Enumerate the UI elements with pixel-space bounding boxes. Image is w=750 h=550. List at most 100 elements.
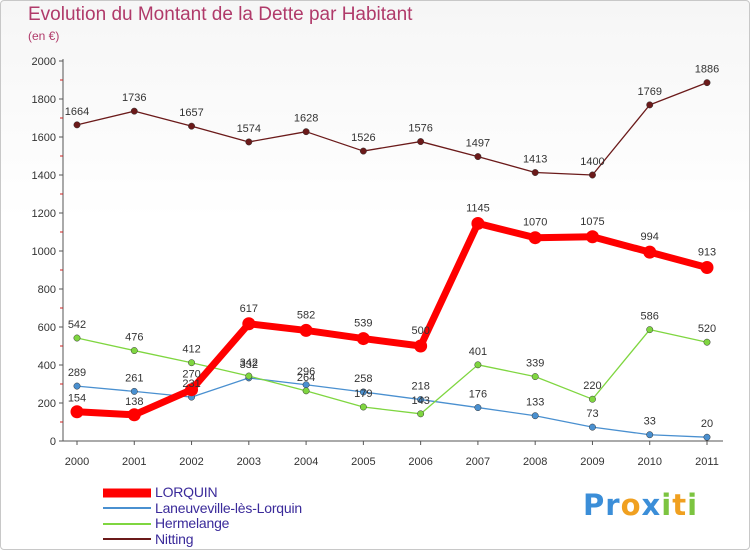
- data-label: 218: [411, 381, 429, 393]
- data-label: 500: [411, 325, 429, 337]
- data-label: 332: [240, 359, 258, 371]
- data-label: 342: [240, 357, 258, 369]
- data-point: [130, 347, 138, 355]
- data-point: [703, 338, 711, 346]
- x-tick-label: 2000: [65, 456, 89, 468]
- data-point: [531, 373, 539, 381]
- y-tick-label: 2000: [32, 56, 56, 68]
- data-point: [474, 361, 482, 369]
- y-tick-label: 1800: [32, 94, 56, 106]
- data-point: [188, 359, 195, 367]
- series-line-1: [76, 377, 708, 438]
- data-point: [646, 326, 654, 334]
- chart-subtitle: (en €): [28, 29, 60, 43]
- data-point: [474, 153, 482, 161]
- data-point: [703, 433, 711, 441]
- y-tick-label: 1200: [32, 208, 56, 220]
- y-tick-label: 1600: [32, 132, 56, 144]
- data-point: [528, 231, 542, 245]
- data-label: 220: [583, 380, 601, 392]
- data-point: [73, 334, 81, 342]
- y-tick-label: 400: [38, 360, 56, 372]
- legend-label-hermelange: Hermelange: [155, 515, 230, 531]
- y-tick-label: 200: [38, 398, 56, 410]
- data-label: 401: [469, 346, 487, 358]
- x-tick-label: 2011: [695, 456, 719, 468]
- data-point: [73, 121, 81, 129]
- data-label: 582: [297, 309, 315, 321]
- data-label: 476: [125, 332, 143, 344]
- data-point: [359, 147, 367, 155]
- data-label: 270: [182, 369, 200, 381]
- x-tick-label: 2001: [122, 456, 146, 468]
- logo-letter: r: [605, 488, 621, 522]
- data-label: 520: [698, 323, 716, 335]
- data-label: 539: [354, 318, 372, 330]
- data-label: 1400: [580, 156, 604, 168]
- data-label: 261: [125, 372, 143, 384]
- data-label: 176: [469, 389, 487, 401]
- data-point: [356, 332, 370, 346]
- chart-title: Evolution du Montant de la Dette par Hab…: [28, 4, 413, 25]
- x-tick-label: 2003: [237, 456, 261, 468]
- data-point: [302, 128, 310, 136]
- data-point: [359, 388, 367, 396]
- data-label: 179: [354, 388, 372, 400]
- y-tick-label: 1400: [32, 170, 56, 182]
- data-label: 1070: [523, 217, 547, 229]
- data-label: 73: [586, 408, 598, 420]
- x-tick-label: 2004: [294, 456, 318, 468]
- data-label: 913: [698, 247, 716, 259]
- legend-label-lorquin: LORQUIN: [155, 484, 218, 500]
- data-label: 1628: [294, 113, 318, 125]
- logo-letter: o: [620, 488, 642, 522]
- data-label: 1886: [695, 64, 719, 76]
- data-point: [703, 79, 711, 87]
- series-line-2: [76, 329, 708, 415]
- y-tick-label: 0: [50, 436, 56, 448]
- data-point: [414, 339, 428, 353]
- data-point: [130, 387, 138, 395]
- data-label: 264: [297, 372, 315, 384]
- data-label: 412: [182, 344, 200, 356]
- proxiti-logo: Proxiti: [583, 488, 698, 522]
- data-point: [245, 372, 253, 380]
- data-label: 143: [411, 395, 429, 407]
- x-tick-label: 2010: [637, 456, 661, 468]
- y-tick-label: 800: [38, 284, 56, 296]
- data-label: 1413: [523, 154, 547, 166]
- logo-letter: t: [672, 488, 688, 522]
- series-line-3: [76, 82, 708, 176]
- data-point: [245, 138, 253, 146]
- data-label: 33: [644, 416, 656, 428]
- data-point: [185, 383, 199, 397]
- data-label: 138: [125, 396, 143, 408]
- data-label: 231: [182, 378, 200, 390]
- data-label: 1526: [351, 132, 375, 144]
- data-point: [589, 423, 596, 431]
- data-point: [73, 382, 81, 390]
- data-label: 296: [297, 366, 315, 378]
- data-label: 258: [354, 373, 372, 385]
- legend-label-nitting: Nitting: [155, 530, 194, 547]
- data-point: [589, 395, 596, 403]
- data-point: [531, 412, 539, 420]
- data-label: 1664: [65, 106, 89, 118]
- data-point: [302, 387, 310, 395]
- data-point: [646, 101, 654, 109]
- y-tick-label: 600: [38, 322, 56, 334]
- data-label: 1736: [122, 92, 146, 104]
- data-point: [589, 171, 596, 179]
- data-point: [417, 138, 425, 146]
- data-point: [643, 245, 657, 259]
- data-point: [646, 431, 654, 439]
- data-label: 1657: [179, 107, 203, 119]
- x-tick-label: 2005: [351, 456, 375, 468]
- data-label: 1576: [408, 123, 432, 135]
- x-tick-label: 2008: [523, 456, 547, 468]
- data-label: 617: [240, 303, 258, 315]
- legend-swatch-hermelange: [103, 522, 151, 525]
- data-label: 289: [68, 367, 86, 379]
- data-point: [585, 230, 599, 244]
